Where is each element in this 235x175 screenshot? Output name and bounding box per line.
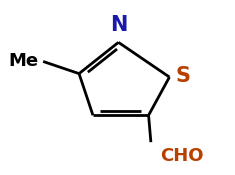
Text: N: N bbox=[110, 15, 127, 35]
Text: Me: Me bbox=[8, 52, 39, 70]
Text: CHO: CHO bbox=[160, 147, 204, 165]
Text: S: S bbox=[175, 66, 190, 86]
